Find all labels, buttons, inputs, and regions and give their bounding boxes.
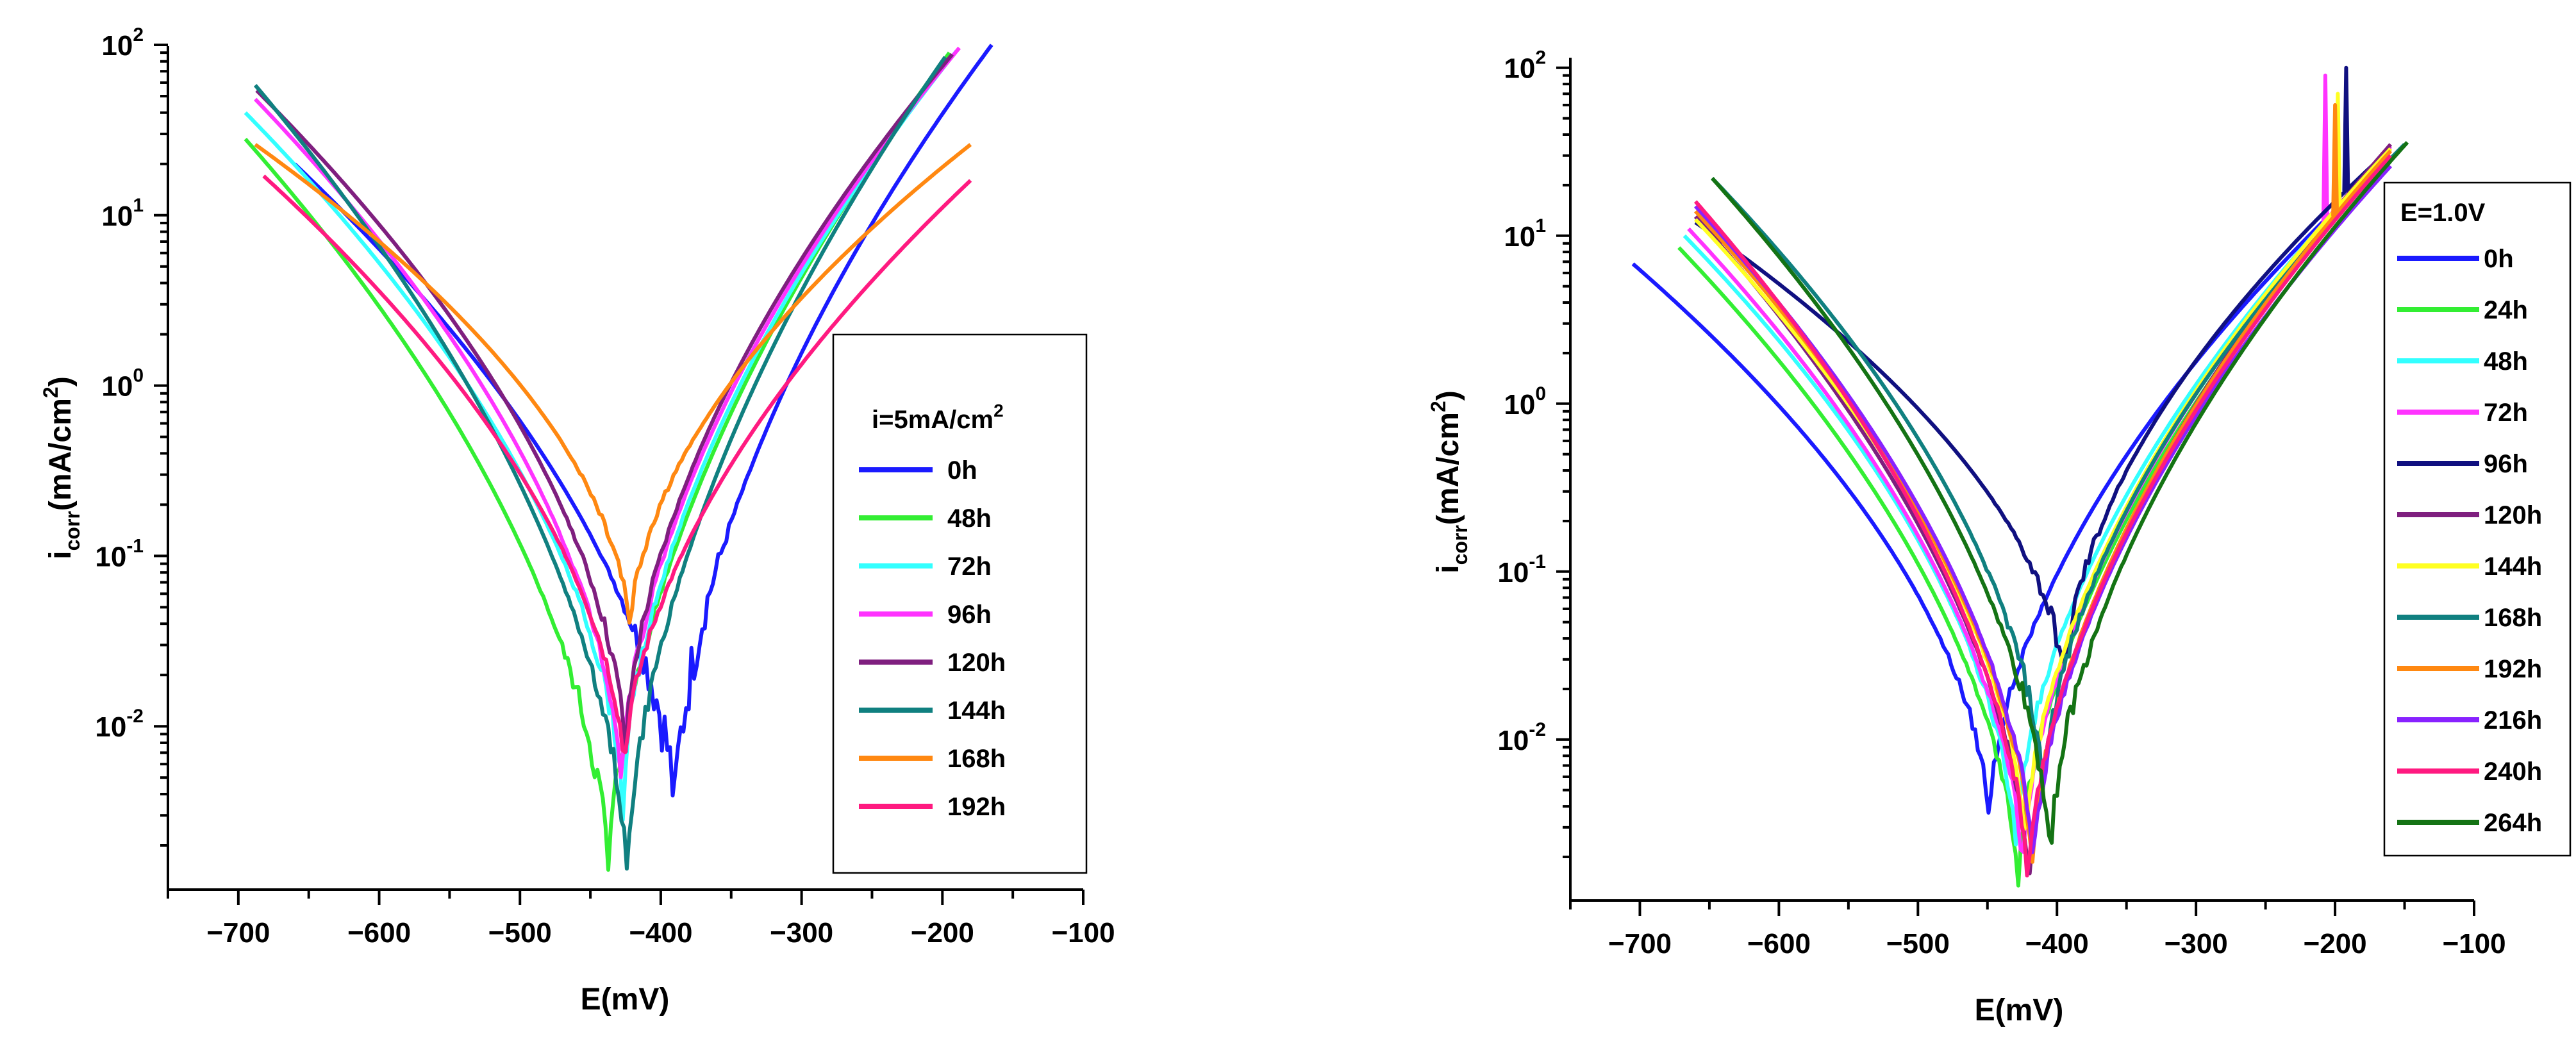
legend-label-144h: 144h [2484,552,2542,581]
y-tick-label: 101 [101,195,144,232]
left-chart-curves [244,44,993,872]
series-line-72h [244,49,958,822]
x-tick-label: −300 [2165,928,2228,959]
legend-label-144h: 144h [947,697,1006,725]
y-tick-label: 10-2 [95,706,144,743]
left-legend-frame [832,333,1088,874]
series-line-168h [254,143,972,625]
right-chart-x-axis-label: E(mV) [1975,993,2064,1027]
left-chart-legend: i=5mA/cm2 0h 48h 72h 96h 120h 144h 168h 192h [832,333,1088,874]
series-line-96h [254,46,961,779]
series-line-144h [1694,92,2393,831]
x-tick-label: −700 [1608,928,1672,959]
series-line-264h [1711,141,2409,845]
legend-label-240h: 240h [2484,758,2542,786]
legend-label-192h: 192h [2484,655,2542,683]
left-chart-x-ticks: −700 −600 −500 −400 −300 −200 −100 [167,890,1115,949]
right-legend-frame [2383,181,2572,857]
series-line-120h [255,53,954,754]
legend-label-48h: 48h [947,504,992,533]
left-chart-x-axis-label: E(mV) [581,983,670,1017]
legend-label-48h: 48h [2484,347,2528,376]
y-tick-label: 10-2 [1497,719,1546,756]
y-tick-label: 10-1 [95,535,144,572]
legend-label-264h: 264h [2484,809,2542,837]
legend-label-120h: 120h [947,649,1006,677]
x-tick-label: −200 [2304,928,2367,959]
x-tick-label: −500 [488,917,552,949]
y-tick-label: 102 [1504,47,1546,85]
y-tick-label: 10-1 [1497,551,1546,588]
x-tick-label: −700 [206,917,270,949]
legend-label-216h: 216h [2484,706,2542,735]
x-tick-label: −600 [347,917,411,949]
right-chart-y-ticks: 102 101 100 10-1 10-2 [1497,47,1570,858]
series-line-192h [1694,103,2393,864]
x-tick-label: −400 [2025,928,2089,959]
legend-label-72h: 72h [2484,399,2528,427]
x-tick-label: −500 [1886,928,1950,959]
legend-label-24h: 24h [2484,296,2528,324]
legend-label-0h: 0h [947,456,977,485]
left-legend-title: i=5mA/cm2 [872,401,1004,434]
x-tick-label: −600 [1747,928,1811,959]
x-tick-label: −100 [1051,917,1115,949]
y-tick-label: 102 [101,24,144,62]
y-tick-label: 101 [1504,215,1546,253]
right-chart-x-ticks: −700 −600 −500 −400 −300 −200 −100 [1569,901,2506,959]
x-tick-label: −200 [911,917,974,949]
left-chart-y-axis-label: icorr(mA/cm2) [39,376,84,559]
legend-label-168h: 168h [947,745,1006,773]
legend-label-96h: 96h [947,601,992,629]
legend-label-192h: 192h [947,793,1006,821]
left-chart-y-ticks: 102 101 100 10-1 10-2 [95,24,168,847]
legend-label-96h: 96h [2484,450,2528,478]
right-chart: −700 −600 −500 −400 −300 −200 −100 10210110010… [1427,47,2572,1027]
y-tick-label: 100 [1504,383,1546,420]
right-chart-y-axis-label: icorr(mA/cm2) [1427,390,1472,573]
x-tick-label: −300 [770,917,833,949]
series-line-0h [1631,215,2330,815]
right-legend-title: E=1.0V [2400,199,2486,227]
right-chart-curves [1631,65,2409,888]
series-line-96h [1694,65,2392,665]
series-line-192h [262,174,972,754]
x-tick-label: −100 [2442,928,2505,959]
legend-label-168h: 168h [2484,604,2542,632]
series-line-240h [1693,154,2393,877]
legend-label-120h: 120h [2484,501,2542,529]
legend-label-72h: 72h [947,552,992,581]
x-tick-label: −400 [629,917,692,949]
y-tick-label: 100 [101,365,144,403]
legend-label-0h: 0h [2484,245,2514,273]
left-chart: −700 −600 −500 −400 −300 −200 −100 10210110010… [39,24,1115,1017]
right-chart-legend: E=1.0V 0h 24h 48h 72h 96h 120h 144h 168h 192h 216… [2383,181,2572,857]
